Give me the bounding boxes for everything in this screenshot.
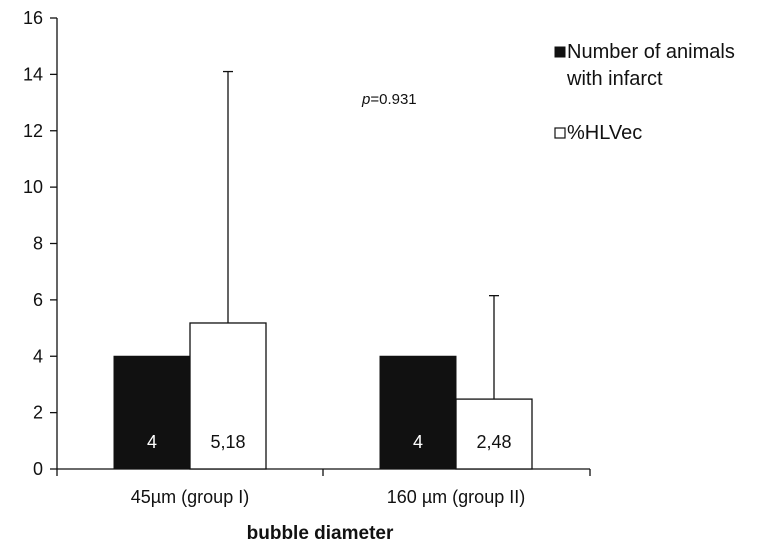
bar xyxy=(455,398,533,470)
bar xyxy=(379,355,457,470)
y-axis: 0 2 4 6 8 10 12 14 16 xyxy=(23,8,58,479)
bars xyxy=(113,322,533,470)
legend-swatch xyxy=(554,46,566,58)
bar-value-label: 4 xyxy=(413,432,423,452)
y-tick-label: 8 xyxy=(33,234,43,254)
y-tick-label: 4 xyxy=(33,346,43,366)
p-value-annotation: p=0.931 xyxy=(361,91,417,108)
y-tick-label: 14 xyxy=(23,64,43,84)
bar-value-label: 5,18 xyxy=(210,432,245,452)
legend-swatch xyxy=(554,127,566,139)
y-tick-label: 0 xyxy=(33,459,43,479)
y-tick-label: 16 xyxy=(23,8,43,28)
bar xyxy=(189,322,267,470)
x-axis: 45µm (group I) 160 µm (group II) xyxy=(56,468,591,507)
y-tick-label: 2 xyxy=(33,403,43,423)
x-category-label: 160 µm (group II) xyxy=(387,487,525,507)
p-value-text: =0.931 xyxy=(370,91,416,108)
legend: Number of animals with infarct %HLVec xyxy=(554,41,735,144)
legend-label: with infarct xyxy=(566,68,663,90)
bar xyxy=(113,355,191,470)
x-axis-title: bubble diameter xyxy=(247,523,394,544)
legend-label: Number of animals xyxy=(567,41,735,63)
bar-value-label: 4 xyxy=(147,432,157,452)
y-tick-label: 12 xyxy=(23,121,43,141)
p-value-italic: p xyxy=(361,91,370,108)
x-category-label: 45µm (group I) xyxy=(131,487,249,507)
y-tick-label: 10 xyxy=(23,177,43,197)
bar-value-labels: 4 4 5,18 2,48 xyxy=(147,432,512,452)
error-bars xyxy=(223,70,499,400)
legend-label: %HLVec xyxy=(567,122,642,144)
y-tick-label: 6 xyxy=(33,290,43,310)
bar-value-label: 2,48 xyxy=(476,432,511,452)
